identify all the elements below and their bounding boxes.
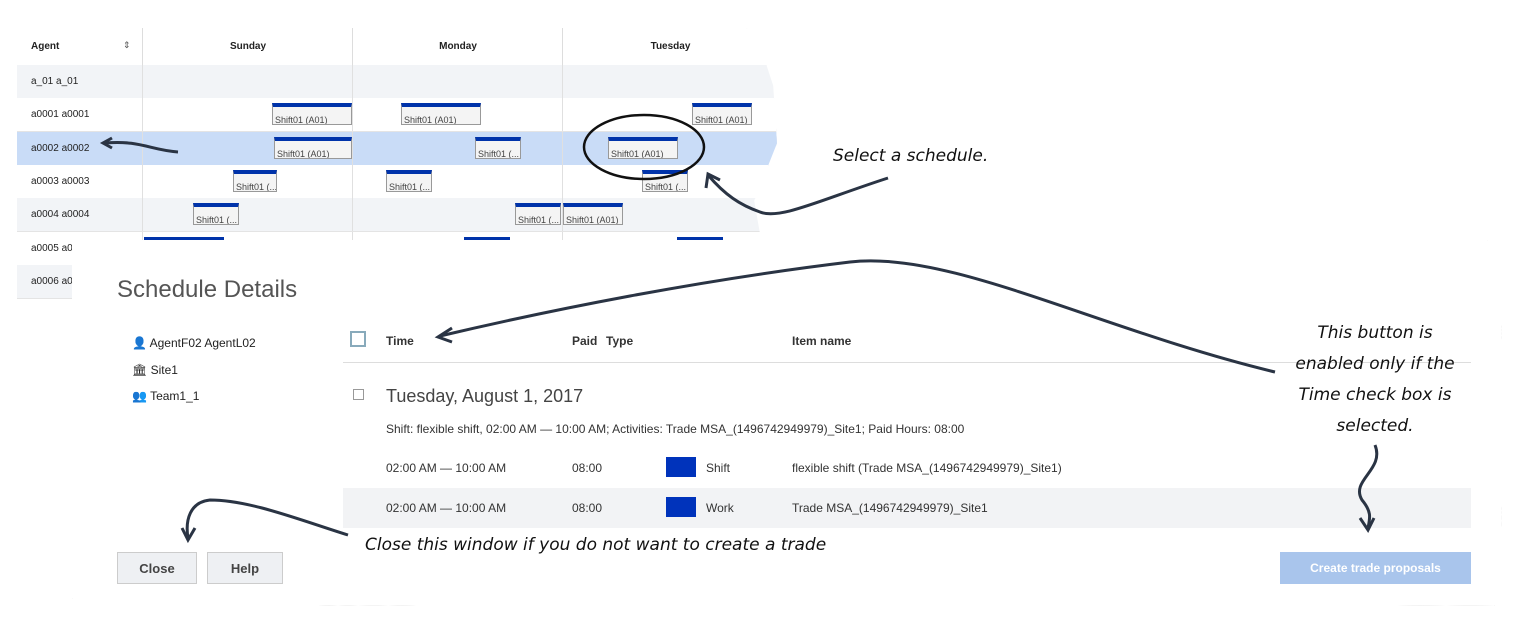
- grid-row[interactable]: [17, 198, 777, 233]
- column-separator: [142, 131, 143, 165]
- column-separator: [352, 164, 353, 198]
- column-separator: [562, 131, 563, 165]
- agent-name: a0002 a0002: [31, 142, 90, 154]
- arrow: [104, 140, 179, 154]
- shift-block[interactable]: Shift01 (A01): [401, 103, 481, 126]
- shift-block[interactable]: Shift01 (A01): [608, 136, 678, 159]
- agent-name: a0001 a0001: [31, 109, 90, 121]
- header-time: Time: [386, 334, 414, 348]
- detail-cell: Trade MSA_(1496742949979)_Site1: [792, 501, 988, 515]
- agent-name: a0005 a0: [31, 242, 73, 254]
- shift-block[interactable]: Shift01 (...: [642, 169, 688, 192]
- column-separator: [142, 65, 143, 98]
- highlight-circle: [582, 113, 706, 181]
- shift-block[interactable]: Shift01 (A01): [274, 136, 352, 159]
- schedule-details-dialog: × Schedule Details 👤 AgentF02 AgentL02 🏛…: [72, 240, 1502, 606]
- detail-cell: 08:00: [572, 461, 603, 475]
- note-line: This button is: [1317, 323, 1433, 343]
- column-separator: [562, 164, 563, 198]
- site-text: Site1: [150, 363, 178, 377]
- agent-name: a_01 a_01: [31, 76, 79, 87]
- detail-row: [343, 448, 1471, 488]
- arrow-head: [180, 527, 197, 544]
- arrow: [439, 259, 1276, 374]
- arrow: [1358, 444, 1379, 529]
- arrow: [185, 498, 349, 539]
- arrow: [706, 174, 889, 216]
- shift-block[interactable]: Shift01 (...: [386, 169, 432, 192]
- shift-block[interactable]: Shift01 (...: [475, 136, 521, 159]
- column-separator: [352, 131, 353, 165]
- type-swatch: [666, 497, 696, 517]
- column-separator: [562, 65, 563, 98]
- column-header: Monday: [352, 28, 563, 65]
- column-separator: [142, 98, 143, 132]
- grid-row[interactable]: [17, 65, 777, 99]
- shift-block[interactable]: Shift01 (A01): [272, 103, 352, 126]
- date-checkbox[interactable]: [353, 389, 364, 400]
- detail-row: [343, 488, 1471, 528]
- sort-icon: ⇕: [123, 40, 131, 50]
- select-note: Select a schedule.: [833, 146, 989, 166]
- column-separator: [562, 98, 563, 132]
- time-checkbox[interactable]: [350, 331, 366, 347]
- detail-cell: 02:00 AM — 10:00 AM: [386, 501, 507, 515]
- site: 🏛 Site1: [132, 363, 178, 377]
- agent-name: a0003 a0003: [31, 175, 90, 187]
- agent-name: 👤 AgentF02 AgentL02: [132, 336, 256, 350]
- agent-name: a0006 a0: [31, 275, 73, 287]
- shift-block[interactable]: Shift01 (A01): [563, 203, 623, 226]
- shift-bar: [677, 236, 723, 241]
- shift-bar: [144, 236, 224, 241]
- arrow-head: [1358, 517, 1376, 533]
- create-trade-button[interactable]: Create trade proposals: [1280, 552, 1471, 584]
- detail-cell: 08:00: [572, 501, 603, 515]
- close-button[interactable]: Close: [117, 552, 197, 584]
- column-separator: [142, 164, 143, 198]
- shift-summary: Shift: flexible shift, 02:00 AM — 10:00 …: [386, 422, 965, 436]
- shift-block[interactable]: Shift01 (...: [193, 203, 239, 226]
- shift-block[interactable]: Shift01 (...: [233, 169, 277, 192]
- column-header: Tuesday: [562, 28, 777, 65]
- button-note: This button is enabled only if the Time ch…: [1280, 318, 1470, 442]
- column-separator: [562, 198, 563, 232]
- type-swatch: [666, 457, 696, 477]
- column-header: Sunday: [142, 28, 353, 65]
- column-header: Agent: [31, 41, 60, 52]
- column-separator: [352, 65, 353, 98]
- date-heading: Tuesday, August 1, 2017: [386, 386, 584, 406]
- close-note: Close this window if you do not want to …: [365, 535, 827, 555]
- detail-cell: Work: [706, 501, 734, 515]
- help-button[interactable]: Help: [207, 552, 283, 584]
- agent-text: AgentF02 AgentL02: [149, 336, 256, 350]
- shift-block[interactable]: Shift01 (A01): [692, 103, 752, 126]
- arrow-head: [434, 326, 453, 344]
- detail-cell: 02:00 AM — 10:00 AM: [386, 461, 507, 475]
- header-type: Type: [606, 334, 634, 348]
- note-line: Time check box is: [1298, 385, 1452, 405]
- note-line: selected.: [1336, 416, 1414, 436]
- detail-cell: Shift: [706, 461, 731, 475]
- column-separator: [352, 198, 353, 232]
- divider: [343, 362, 1471, 363]
- dialog-title: Schedule Details: [117, 276, 298, 303]
- detail-cell: flexible shift (Trade MSA_(1496742949979…: [792, 461, 1062, 475]
- team: 👥 Team1_1: [132, 389, 200, 403]
- header-paid: Paid: [572, 334, 598, 348]
- arrow-head: [704, 171, 721, 189]
- header-item: Item name: [792, 334, 852, 348]
- shift-bar: [464, 236, 510, 241]
- note-line: enabled only if the: [1295, 354, 1455, 374]
- team-text: Team1_1: [150, 389, 200, 403]
- column-separator: [352, 98, 353, 132]
- shift-block[interactable]: Shift01 (...: [515, 203, 561, 226]
- agent-name: a0004 a0004: [31, 209, 90, 221]
- column-separator: [142, 198, 143, 232]
- arrow-head: [99, 136, 113, 150]
